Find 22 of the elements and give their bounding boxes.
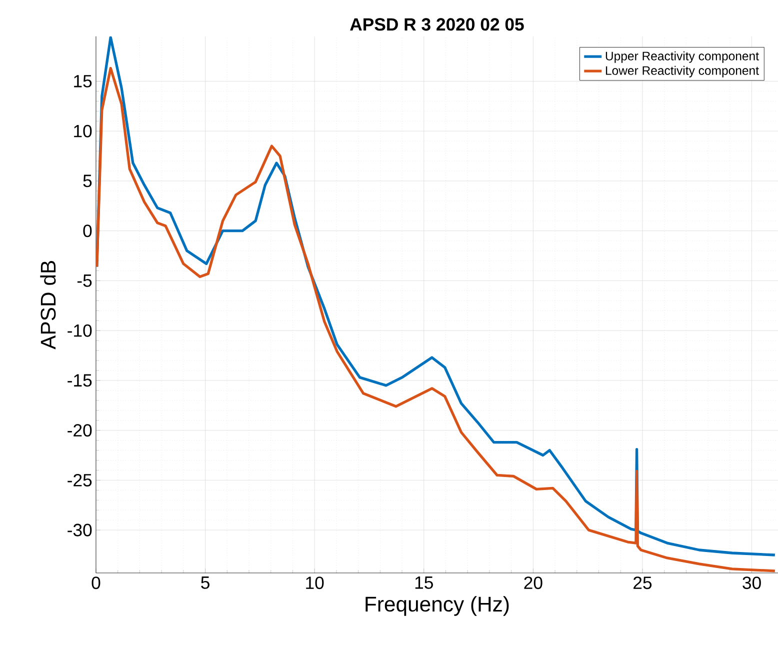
y-tick-label: 0 <box>83 224 92 238</box>
x-axis-title: Frequency (Hz) <box>366 596 509 616</box>
y-tick-label: -30 <box>68 524 92 537</box>
x-tick-label: 0 <box>92 576 100 590</box>
x-tick-label: 15 <box>415 576 433 590</box>
legend-label: Lower Reactivity component <box>606 66 759 78</box>
x-tick-label: 25 <box>634 576 652 590</box>
y-tick-label: -20 <box>68 424 92 437</box>
y-tick-label: 15 <box>74 75 92 88</box>
chart-title: APSD R 3 2020 02 05 <box>350 18 524 31</box>
y-tick-label: 5 <box>83 175 92 188</box>
legend-label: Upper Reactivity component <box>606 52 759 64</box>
x-tick-label: 10 <box>306 576 324 590</box>
x-tick-label: 20 <box>524 576 542 590</box>
y-tick-label: -15 <box>68 374 92 387</box>
y-axis-title: APSD dB <box>40 261 56 350</box>
x-tick-label: 30 <box>742 576 761 590</box>
y-tick-label: -25 <box>68 474 92 487</box>
y-tick-label: -5 <box>77 274 92 288</box>
y-tick-label: 10 <box>74 125 92 138</box>
x-tick-label: 5 <box>201 576 210 590</box>
y-tick-label: -10 <box>68 324 92 338</box>
